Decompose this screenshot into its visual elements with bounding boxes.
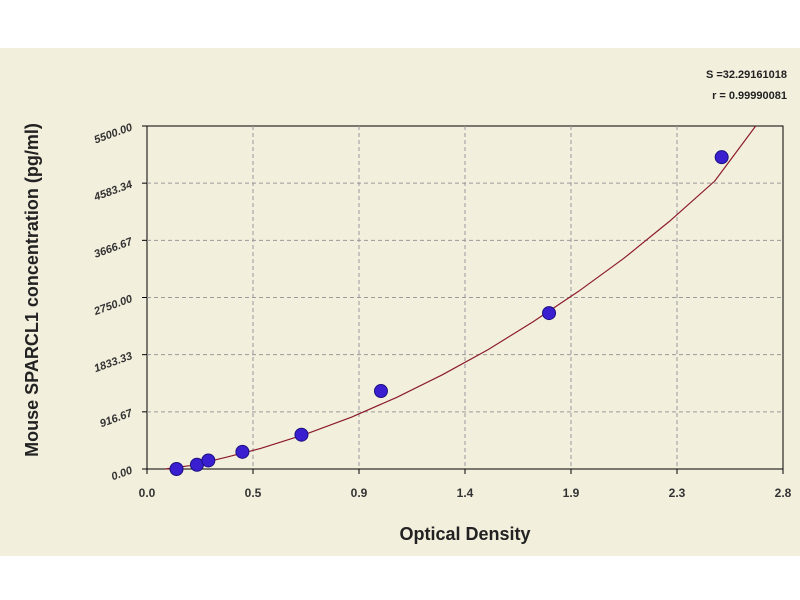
x-tick-label: 1.9: [563, 486, 580, 500]
data-point: [169, 462, 184, 476]
stat-s: S =32.29161018: [706, 69, 787, 81]
x-tick-label: 0.5: [245, 486, 262, 500]
y-axis-title: Mouse SPARCL1 concentration (pg/ml): [22, 123, 42, 457]
y-tick-label: 2750.00: [92, 293, 135, 319]
data-point: [373, 384, 388, 399]
data-point: [201, 453, 216, 468]
y-tick-label: 0.00: [110, 464, 135, 483]
x-tick-label: 2.8: [775, 486, 792, 500]
data-point: [294, 427, 309, 442]
y-tick-label: 4583.34: [92, 179, 134, 204]
grid-lines: [142, 125, 784, 474]
y-tick-label: 1833.33: [93, 350, 134, 375]
y-tick-label: 3666.67: [93, 236, 135, 261]
stat-r: r = 0.99990081: [712, 90, 787, 102]
data-point: [542, 306, 557, 321]
x-tick-label: 0.9: [351, 486, 368, 500]
x-tick-label: 0.0: [139, 486, 156, 500]
data-points: [169, 150, 729, 476]
y-tick-label: 916.67: [98, 407, 135, 430]
x-axis-title: Optical Density: [399, 524, 530, 544]
data-point: [714, 150, 729, 165]
data-point: [235, 444, 250, 459]
x-tick-label: 1.4: [457, 486, 474, 500]
x-tick-label: 2.3: [669, 486, 686, 500]
y-tick-label: 5500.00: [93, 121, 135, 146]
